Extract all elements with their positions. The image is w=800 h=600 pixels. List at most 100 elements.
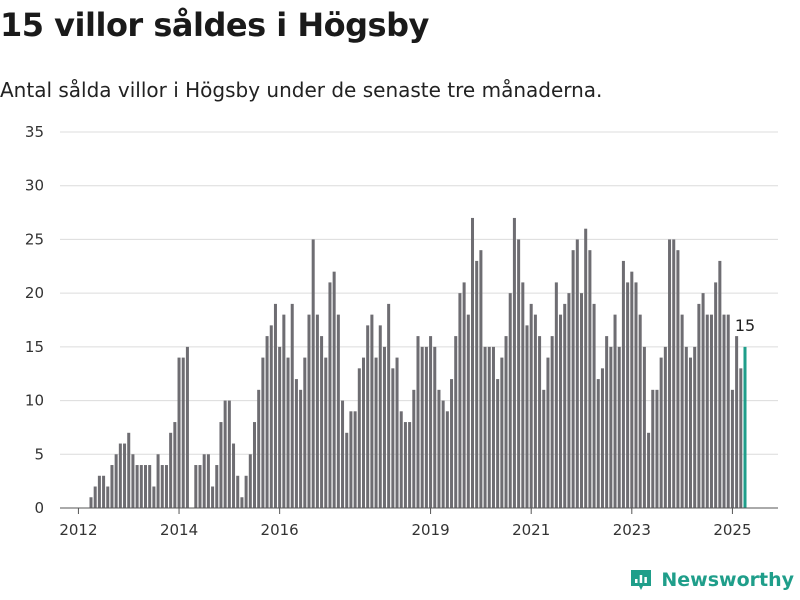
bar	[584, 228, 588, 508]
bar	[487, 346, 491, 508]
bar	[211, 486, 215, 508]
bar	[395, 357, 399, 508]
bar	[483, 346, 487, 508]
bar	[491, 346, 495, 508]
bar	[294, 379, 298, 508]
bar	[466, 314, 470, 508]
y-tick-label: 20	[25, 284, 44, 302]
bar	[370, 314, 374, 508]
bar	[164, 465, 168, 508]
bar	[261, 357, 265, 508]
bar	[429, 336, 433, 508]
bar	[722, 314, 726, 508]
bar	[579, 293, 584, 508]
bar	[441, 400, 445, 508]
bar	[630, 271, 634, 508]
newsworthy-logo-icon	[631, 570, 652, 590]
brand-logo[interactable]: Newsworthy	[629, 568, 794, 592]
bar	[609, 346, 613, 508]
bar	[617, 346, 621, 508]
bar	[320, 336, 324, 508]
bar	[106, 486, 110, 508]
bar	[697, 303, 701, 508]
x-tick-label: 2025	[713, 521, 751, 539]
bar	[626, 282, 630, 508]
bar	[709, 314, 713, 508]
bar	[265, 336, 269, 508]
bar	[252, 422, 257, 508]
bar	[97, 475, 101, 508]
bar	[282, 314, 286, 508]
bar	[668, 239, 672, 508]
bar	[508, 293, 512, 508]
bar	[357, 368, 361, 508]
bar	[236, 475, 240, 508]
bar	[173, 422, 177, 508]
bar	[131, 454, 135, 508]
bar	[496, 379, 500, 508]
bar	[269, 325, 273, 508]
bar	[684, 346, 688, 508]
bar	[542, 389, 546, 508]
bar	[324, 357, 328, 508]
bar	[332, 271, 336, 508]
bar	[215, 465, 219, 508]
bar	[676, 250, 680, 509]
bar	[374, 357, 378, 508]
bar	[550, 336, 554, 508]
bar	[382, 346, 386, 508]
bar	[701, 293, 705, 508]
x-tick-label: 2021	[512, 521, 550, 539]
bar	[412, 389, 416, 508]
bar	[621, 260, 625, 508]
y-tick-label: 5	[34, 445, 44, 463]
bar	[232, 443, 236, 508]
bar	[655, 389, 659, 508]
bar	[244, 475, 248, 508]
bar	[408, 422, 412, 508]
x-tick-label: 2016	[261, 521, 299, 539]
bar	[437, 389, 441, 508]
bar	[127, 432, 131, 508]
bar	[194, 465, 198, 508]
bar	[638, 314, 642, 508]
y-tick-label: 30	[25, 177, 44, 195]
bar	[328, 282, 332, 508]
bar	[219, 422, 223, 508]
bar	[169, 432, 173, 508]
y-tick-label: 15	[25, 338, 44, 356]
y-tick-label: 35	[25, 123, 44, 141]
bar	[596, 379, 600, 508]
bars	[89, 217, 747, 509]
bar	[89, 497, 93, 508]
bar	[307, 314, 311, 508]
bar	[659, 357, 663, 508]
bar	[714, 282, 718, 508]
bar	[135, 465, 139, 508]
bar	[521, 282, 525, 508]
bar	[123, 443, 127, 508]
bar	[286, 357, 290, 508]
bar	[470, 217, 475, 508]
bar	[559, 314, 563, 508]
bar	[387, 303, 391, 508]
bar	[726, 314, 730, 508]
bar	[525, 325, 529, 508]
bar	[198, 465, 202, 508]
bar	[299, 389, 303, 508]
bar	[500, 357, 504, 508]
bar	[341, 400, 345, 508]
x-tick-label: 2014	[160, 521, 198, 539]
bar	[311, 239, 315, 508]
bar	[730, 389, 734, 508]
bar	[110, 465, 114, 508]
bar	[739, 368, 743, 508]
bar	[651, 389, 655, 508]
bar	[315, 314, 319, 508]
y-tick-label: 0	[34, 499, 44, 517]
bar	[718, 260, 722, 508]
bar	[571, 250, 575, 509]
y-tick-label: 10	[25, 392, 44, 410]
bar	[475, 260, 479, 508]
bar	[588, 250, 592, 509]
